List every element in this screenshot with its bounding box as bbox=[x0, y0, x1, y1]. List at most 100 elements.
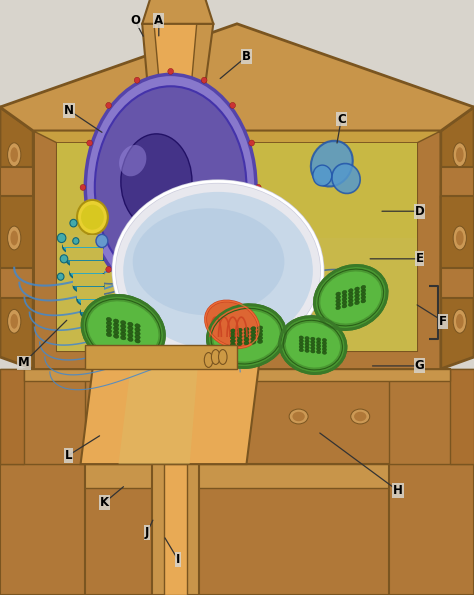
Polygon shape bbox=[389, 416, 474, 595]
Text: M: M bbox=[18, 356, 29, 369]
Ellipse shape bbox=[87, 140, 92, 146]
Bar bbox=[66, 248, 103, 260]
Ellipse shape bbox=[168, 300, 173, 306]
Ellipse shape bbox=[237, 342, 242, 346]
Ellipse shape bbox=[310, 337, 315, 340]
Polygon shape bbox=[14, 464, 460, 488]
Ellipse shape bbox=[348, 296, 353, 299]
Ellipse shape bbox=[10, 314, 18, 329]
Ellipse shape bbox=[336, 292, 340, 296]
Ellipse shape bbox=[204, 352, 213, 367]
Polygon shape bbox=[33, 131, 441, 143]
Ellipse shape bbox=[257, 330, 263, 333]
Ellipse shape bbox=[257, 340, 263, 343]
Ellipse shape bbox=[355, 300, 359, 305]
Ellipse shape bbox=[336, 302, 340, 306]
Ellipse shape bbox=[305, 337, 309, 340]
Ellipse shape bbox=[453, 309, 466, 333]
Ellipse shape bbox=[106, 328, 111, 333]
Ellipse shape bbox=[113, 334, 119, 339]
Ellipse shape bbox=[456, 148, 464, 162]
Ellipse shape bbox=[355, 298, 359, 301]
Ellipse shape bbox=[257, 326, 263, 330]
Text: E: E bbox=[416, 252, 423, 265]
Ellipse shape bbox=[10, 148, 18, 162]
Ellipse shape bbox=[351, 409, 370, 424]
Polygon shape bbox=[81, 351, 261, 464]
Polygon shape bbox=[0, 268, 33, 298]
Polygon shape bbox=[33, 131, 441, 369]
Polygon shape bbox=[0, 178, 33, 286]
Ellipse shape bbox=[317, 344, 321, 347]
Polygon shape bbox=[57, 143, 417, 351]
Ellipse shape bbox=[81, 306, 104, 319]
Ellipse shape bbox=[251, 334, 256, 337]
Ellipse shape bbox=[135, 331, 140, 336]
Ellipse shape bbox=[317, 338, 321, 341]
Ellipse shape bbox=[96, 234, 108, 248]
Ellipse shape bbox=[168, 68, 173, 74]
Ellipse shape bbox=[453, 143, 466, 167]
Ellipse shape bbox=[305, 340, 309, 343]
Polygon shape bbox=[0, 107, 33, 369]
Ellipse shape bbox=[453, 226, 466, 250]
Ellipse shape bbox=[314, 265, 387, 330]
Ellipse shape bbox=[336, 296, 340, 299]
Ellipse shape bbox=[361, 286, 366, 289]
Polygon shape bbox=[142, 24, 213, 131]
Ellipse shape bbox=[60, 255, 68, 263]
Ellipse shape bbox=[128, 326, 133, 330]
Bar bbox=[73, 274, 104, 286]
Ellipse shape bbox=[230, 102, 236, 108]
Ellipse shape bbox=[322, 347, 327, 351]
Polygon shape bbox=[0, 167, 33, 196]
Ellipse shape bbox=[361, 289, 366, 293]
Ellipse shape bbox=[355, 287, 359, 291]
Bar bbox=[63, 235, 103, 247]
Ellipse shape bbox=[342, 304, 347, 308]
Ellipse shape bbox=[322, 339, 327, 342]
Ellipse shape bbox=[305, 343, 309, 346]
Ellipse shape bbox=[106, 333, 111, 337]
Ellipse shape bbox=[121, 134, 192, 229]
Ellipse shape bbox=[113, 330, 119, 334]
Text: D: D bbox=[415, 205, 424, 218]
Ellipse shape bbox=[206, 301, 259, 347]
Ellipse shape bbox=[120, 328, 126, 333]
Ellipse shape bbox=[355, 290, 359, 295]
Ellipse shape bbox=[133, 208, 284, 315]
Text: B: B bbox=[242, 50, 251, 63]
Ellipse shape bbox=[237, 335, 242, 339]
Ellipse shape bbox=[317, 347, 321, 350]
Ellipse shape bbox=[113, 322, 119, 327]
Ellipse shape bbox=[332, 164, 360, 193]
Ellipse shape bbox=[123, 192, 313, 349]
Ellipse shape bbox=[128, 337, 133, 342]
Ellipse shape bbox=[95, 86, 246, 289]
Text: L: L bbox=[65, 449, 73, 462]
Ellipse shape bbox=[128, 333, 133, 338]
Polygon shape bbox=[441, 268, 474, 298]
Ellipse shape bbox=[106, 321, 111, 325]
Ellipse shape bbox=[336, 306, 340, 309]
Ellipse shape bbox=[73, 279, 104, 294]
Polygon shape bbox=[118, 351, 199, 464]
Ellipse shape bbox=[66, 252, 103, 268]
Ellipse shape bbox=[135, 339, 140, 343]
Ellipse shape bbox=[342, 300, 347, 305]
Polygon shape bbox=[152, 464, 199, 595]
Ellipse shape bbox=[230, 336, 236, 340]
Ellipse shape bbox=[361, 292, 366, 296]
Ellipse shape bbox=[249, 229, 255, 235]
Ellipse shape bbox=[230, 339, 236, 343]
Ellipse shape bbox=[286, 322, 340, 368]
Ellipse shape bbox=[88, 301, 158, 359]
Ellipse shape bbox=[317, 350, 321, 353]
Ellipse shape bbox=[118, 257, 147, 273]
Text: J: J bbox=[145, 526, 149, 539]
Polygon shape bbox=[142, 0, 213, 24]
Ellipse shape bbox=[98, 412, 110, 421]
Ellipse shape bbox=[336, 299, 340, 303]
Ellipse shape bbox=[201, 292, 207, 298]
Ellipse shape bbox=[156, 409, 175, 424]
